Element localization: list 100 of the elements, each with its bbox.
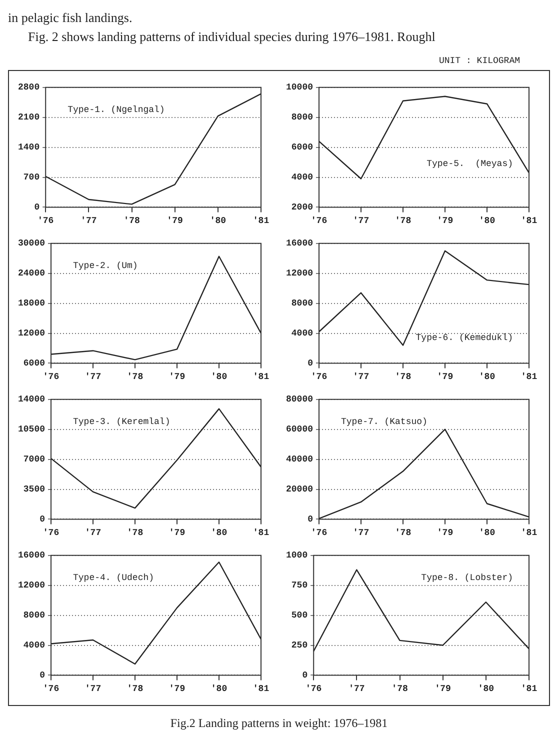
x-tick-label: '78 (126, 684, 144, 694)
y-tick-label: 20000 (286, 484, 314, 495)
x-tick-label: '78 (394, 528, 412, 538)
y-tick-label: 8000 (23, 610, 46, 621)
x-tick-label: '76 (42, 528, 60, 538)
x-tick-label: '79 (166, 216, 183, 226)
x-tick-label: '78 (126, 372, 144, 382)
x-tick-label: '76 (42, 684, 60, 694)
y-tick-label: 12000 (18, 580, 46, 591)
y-tick-label: 0 (308, 514, 314, 524)
y-tick-label: 6000 (291, 142, 314, 153)
y-tick-label: 4000 (291, 328, 314, 339)
y-tick-label: 60000 (286, 424, 314, 435)
x-tick-label: '80 (478, 528, 496, 538)
y-tick-label: 18000 (18, 298, 46, 309)
text: Type-8. (Lobster) (421, 572, 514, 583)
x-tick-label: '80 (210, 372, 228, 382)
y-tick-label: 2000 (291, 202, 314, 212)
text: Type-2. (Um) (73, 260, 138, 271)
y-tick-label: 40000 (286, 454, 314, 465)
x-tick-label: '77 (84, 684, 102, 694)
y-tick-label: 2800 (18, 82, 40, 93)
x-tick-label: '76 (306, 684, 322, 694)
y-tick-label: 7000 (23, 454, 46, 465)
y-tick-label: 14000 (18, 394, 46, 405)
x-tick-label: '81 (520, 372, 538, 382)
y-tick-label: 2100 (18, 112, 40, 123)
x-tick-label: '77 (84, 372, 102, 382)
x-tick-label: '81 (520, 684, 538, 694)
text: Type-4. (Udech) (73, 572, 154, 583)
y-tick-label: 750 (291, 580, 308, 591)
x-tick-label: '77 (352, 528, 370, 538)
y-tick-label: 24000 (18, 268, 46, 279)
text: Type-5. (Meyas) (426, 158, 514, 169)
y-tick-label: 0 (40, 670, 46, 680)
x-tick-label: '80 (210, 684, 228, 694)
y-tick-label: 80000 (286, 394, 314, 405)
x-tick-label: '79 (436, 528, 454, 538)
y-tick-label: 700 (23, 172, 40, 183)
caption: Fig. 2 shows landing patterns of individual species during 1976–1981. Roughl (27, 28, 436, 46)
x-tick-label: '76 (310, 216, 328, 226)
y-tick-label: 4000 (23, 640, 46, 651)
x-tick-label: '76 (38, 216, 54, 226)
x-tick-label: '81 (252, 684, 270, 694)
y-tick-label: 12000 (286, 268, 314, 279)
y-tick-label: 1400 (18, 142, 40, 153)
y-tick-label: 16000 (18, 550, 46, 561)
y-tick-label: 1000 (286, 550, 308, 561)
x-tick-label: '80 (478, 684, 494, 694)
text: in pelagic fish landings. (8, 9, 134, 27)
x-tick-label: '77 (80, 216, 97, 226)
x-tick-label: '81 (520, 528, 538, 538)
y-tick-label: 4000 (291, 172, 314, 183)
y-tick-label: 16000 (286, 238, 314, 249)
y-tick-label: 10000 (286, 82, 314, 93)
y-tick-label: 8000 (291, 112, 314, 123)
x-tick-label: '77 (352, 372, 370, 382)
y-tick-label: 250 (291, 640, 308, 651)
x-tick-label: '77 (352, 216, 370, 226)
y-tick-label: 0 (302, 670, 308, 680)
y-tick-label: 500 (291, 610, 308, 621)
y-tick-label: 10500 (18, 424, 46, 435)
x-tick-label: '80 (478, 372, 496, 382)
y-tick-label: 3500 (23, 484, 46, 495)
x-tick-label: '80 (210, 216, 226, 226)
text: Type-1. (Ngelngal) (68, 104, 165, 115)
x-tick-label: '78 (124, 216, 140, 226)
x-tick-label: '79 (168, 528, 186, 538)
x-tick-label: '78 (394, 372, 412, 382)
y-tick-label: 12000 (18, 328, 46, 339)
x-tick-label: '77 (348, 684, 365, 694)
x-tick-label: '79 (436, 216, 454, 226)
x-tick-label: '79 (168, 684, 186, 694)
text: Type-7. (Katsuo) (341, 416, 428, 427)
x-tick-label: '81 (520, 216, 538, 226)
x-tick-label: '80 (478, 216, 496, 226)
caption: Fig.2 Landing patterns in weight: 1976–1981 (169, 716, 389, 731)
y-tick-label: 6000 (23, 358, 46, 368)
y-tick-label: 0 (308, 358, 314, 368)
y-tick-label: 0 (34, 202, 40, 212)
x-tick-label: '80 (210, 528, 228, 538)
x-tick-label: '76 (310, 528, 328, 538)
x-tick-label: '76 (42, 372, 60, 382)
text: UNIT : KILOGRAM (438, 56, 520, 66)
x-tick-label: '78 (126, 528, 144, 538)
x-tick-label: '79 (168, 372, 186, 382)
y-tick-label: 0 (40, 514, 46, 524)
x-tick-label: '79 (436, 372, 454, 382)
x-tick-label: '81 (252, 216, 270, 226)
x-tick-label: '76 (310, 372, 328, 382)
text: Type-3. (Keremlal) (73, 416, 170, 427)
x-tick-label: '78 (394, 216, 412, 226)
x-tick-label: '78 (392, 684, 408, 694)
x-tick-label: '81 (252, 372, 270, 382)
y-tick-label: 30000 (18, 238, 46, 249)
y-tick-label: 8000 (291, 298, 314, 309)
x-tick-label: '77 (84, 528, 102, 538)
x-tick-label: '81 (252, 528, 270, 538)
x-tick-label: '79 (434, 684, 451, 694)
text: Type-6. (Kemedukl) (416, 332, 514, 343)
